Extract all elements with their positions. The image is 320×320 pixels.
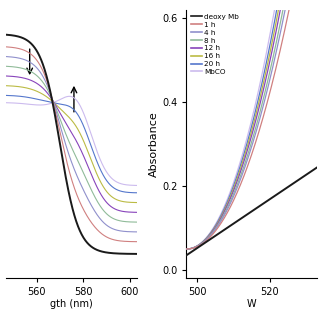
X-axis label: W: W bbox=[247, 299, 256, 309]
Legend: deoxy Mb, 1 h, 4 h, 8 h, 12 h, 16 h, 20 h, MbCO: deoxy Mb, 1 h, 4 h, 8 h, 12 h, 16 h, 20 … bbox=[190, 13, 240, 76]
Y-axis label: Absorbance: Absorbance bbox=[149, 111, 159, 177]
X-axis label: gth (nm): gth (nm) bbox=[50, 299, 93, 309]
